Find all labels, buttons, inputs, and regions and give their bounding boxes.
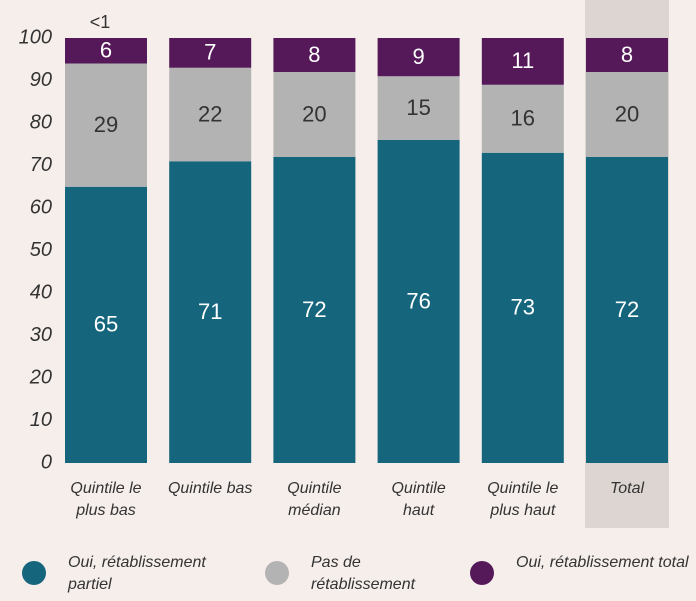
legend-label: Pas de rétablissement: [311, 554, 416, 593]
legend-label: Oui, rétablissement total: [516, 554, 689, 571]
legend-marker: [265, 561, 289, 585]
x-tick-label: Quintile bas: [167, 480, 253, 497]
bar-segment: [65, 186, 147, 463]
annotation: <1: [90, 12, 111, 32]
legend-label: Oui, rétablissement partiel: [68, 554, 206, 593]
data-label: 72: [302, 297, 326, 322]
data-label: 76: [406, 288, 430, 313]
data-label: 8: [308, 42, 320, 67]
bar-segment: [377, 140, 460, 463]
y-tick-label: 20: [29, 366, 52, 388]
bar-segment: [586, 157, 668, 463]
data-label: 22: [198, 101, 222, 126]
y-tick-label: 100: [19, 26, 52, 48]
bar-segment: [169, 38, 252, 68]
data-label: 11: [511, 48, 534, 73]
bar-segment: [65, 38, 147, 64]
data-label: 65: [94, 312, 118, 337]
data-label: 8: [621, 42, 633, 67]
x-tick-label: Total: [609, 480, 645, 497]
data-label: 6: [100, 38, 112, 63]
bar-segment: [65, 63, 147, 187]
bar-segment: [273, 72, 356, 157]
data-label: 71: [198, 299, 222, 324]
data-label: 73: [511, 295, 535, 320]
bar-segment: [481, 38, 564, 85]
data-label: 20: [615, 101, 639, 126]
bar-segment: [169, 161, 252, 463]
y-tick-label: 0: [41, 451, 52, 473]
legend-marker: [470, 561, 494, 585]
bar-segment: [273, 38, 356, 72]
bar-segment: [377, 38, 460, 77]
x-tick-label: Quintile le plus haut: [487, 480, 559, 519]
y-tick-label: 90: [30, 69, 52, 91]
x-tick-label: Quintile le plus bas: [70, 480, 142, 519]
bar-segment: [481, 152, 564, 463]
data-label: 20: [302, 101, 326, 126]
x-tick-label: Quintile haut: [391, 480, 446, 519]
x-tick-label: Quintile médian: [287, 480, 342, 519]
bar-segment: [169, 67, 252, 162]
y-tick-label: 50: [30, 239, 52, 261]
y-tick-label: 10: [30, 409, 52, 431]
y-tick-label: 30: [30, 324, 52, 346]
y-tick-label: 70: [30, 154, 52, 176]
data-label: 15: [406, 95, 430, 120]
bar-segment: [586, 72, 668, 157]
legend-marker: [22, 561, 46, 585]
bar-segment: [377, 76, 460, 140]
y-tick-label: 60: [30, 196, 52, 218]
y-tick-label: 40: [30, 281, 52, 303]
data-label: 7: [204, 40, 216, 65]
data-label: 16: [511, 106, 535, 131]
bar-segment: [273, 157, 356, 463]
bar-segment: [481, 84, 564, 153]
bar-segment: [586, 38, 668, 72]
data-label: 9: [412, 44, 424, 69]
data-label: 72: [615, 297, 639, 322]
y-tick-label: 80: [30, 111, 52, 133]
data-label: 29: [94, 112, 118, 137]
